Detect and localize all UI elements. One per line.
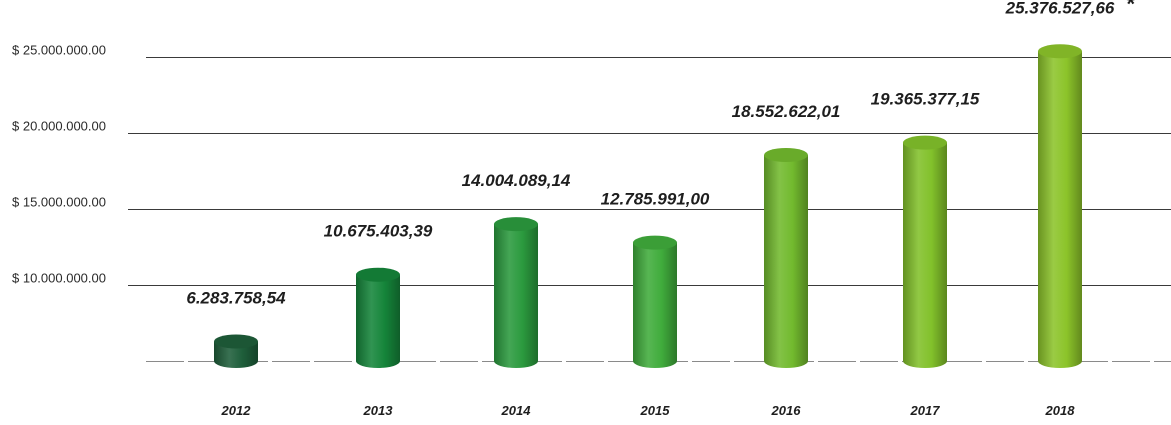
x-tick-label-2013: 2013 xyxy=(363,403,394,418)
x-tick-label-2018: 2018 xyxy=(1045,403,1076,418)
bar-body xyxy=(903,142,947,361)
value-labels: 6.283.758,54 10.675.403,39 14.004.089,14 12… xyxy=(186,0,1135,307)
footnote-mark: * xyxy=(1126,0,1135,16)
y-tick-label: $ 25.000.000.00 xyxy=(12,43,106,58)
x-tick-label-2012: 2012 xyxy=(221,403,252,418)
bar-top-cap xyxy=(356,267,400,282)
bar-body xyxy=(764,155,808,361)
bar-top-cap xyxy=(633,235,677,250)
bar-2015 xyxy=(633,235,677,368)
bar-top-cap xyxy=(764,148,808,163)
bar-2018 xyxy=(1038,44,1082,368)
bar-2016 xyxy=(764,148,808,368)
value-label-2012: 6.283.758,54 xyxy=(186,288,286,307)
x-tick-label-2014: 2014 xyxy=(501,403,532,418)
value-label-2015: 12.785.991,00 xyxy=(601,190,710,209)
value-label-2017: 19.365.377,15 xyxy=(871,90,980,109)
y-axis-tick-labels: $ 10.000.000.00 $ 15.000.000.00 $ 20.000.0… xyxy=(12,43,106,286)
x-tick-label-2016: 2016 xyxy=(771,403,802,418)
y-tick-label: $ 10.000.000.00 xyxy=(12,271,106,286)
x-tick-label-2017: 2017 xyxy=(910,403,941,418)
bar-top-cap xyxy=(1038,44,1082,59)
y-tick-label: $ 20.000.000.00 xyxy=(12,119,106,134)
bar-top-cap xyxy=(494,217,538,232)
x-tick-label-2015: 2015 xyxy=(640,403,671,418)
value-label-2018: 25.376.527,66 xyxy=(1005,0,1115,17)
x-axis-labels: 2012 2013 2014 2015 2016 2017 2018 xyxy=(221,403,1076,418)
bar-body xyxy=(494,224,538,361)
bar-2017 xyxy=(903,135,947,368)
bar-body xyxy=(356,274,400,361)
bar-2013 xyxy=(356,267,400,368)
value-label-2014: 14.004.089,14 xyxy=(462,171,571,190)
value-label-2016: 18.552.622,01 xyxy=(732,102,841,121)
bars xyxy=(214,44,1082,368)
bar-2012 xyxy=(214,334,258,368)
bar-top-cap xyxy=(903,135,947,150)
bar-body xyxy=(1038,51,1082,361)
value-label-2013: 10.675.403,39 xyxy=(324,222,433,241)
bar-2014 xyxy=(494,217,538,368)
y-tick-label: $ 15.000.000.00 xyxy=(12,195,106,210)
bar-top-cap xyxy=(214,334,258,349)
bar-body xyxy=(633,242,677,361)
